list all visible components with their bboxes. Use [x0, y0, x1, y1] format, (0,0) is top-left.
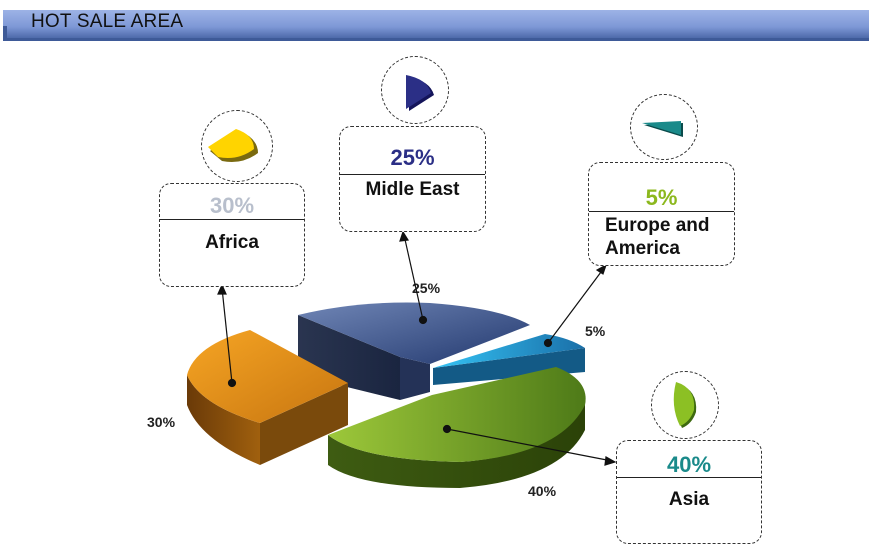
teal-sliver-icon: [642, 121, 683, 137]
navy-wedge-icon: [406, 75, 434, 111]
asia-card: 40% Asia: [616, 440, 762, 544]
midle-east-percent: 25%: [390, 145, 435, 170]
africa-icon-bubble: [201, 110, 273, 182]
yellow-wedge-icon: [208, 129, 258, 162]
midle-east-divider: [340, 174, 485, 175]
pie-slice-asia: [328, 367, 586, 488]
midle-east-name: Midle East: [365, 179, 460, 200]
africa-percent: 30%: [209, 193, 255, 218]
europe-card: 5% Europe and America: [588, 162, 735, 266]
midle-east-card: 25% Midle East: [339, 126, 486, 232]
asia-percent: 40%: [666, 452, 712, 477]
africa-card: 30% Africa: [159, 183, 305, 287]
slice-label-europe: 5%: [585, 323, 606, 339]
slice-label-midle-east: 25%: [412, 280, 441, 296]
pie-slice-africa: [187, 330, 348, 465]
header-edge: [3, 26, 7, 40]
africa-name: Africa: [205, 232, 259, 253]
asia-icon-bubble: [651, 371, 719, 439]
asia-name: Asia: [668, 489, 710, 510]
header-bar: HOT SALE AREA: [3, 10, 869, 41]
callout-connectors: [217, 230, 617, 466]
page-title: HOT SALE AREA: [31, 11, 184, 32]
slice-label-africa: 30%: [147, 414, 176, 430]
europe-name-line1: Europe and: [605, 215, 710, 236]
midle-east-icon-bubble: [381, 56, 449, 124]
europe-icon-bubble: [630, 94, 698, 160]
asia-divider: [617, 477, 761, 478]
slice-label-asia: 40%: [528, 483, 557, 499]
europe-name-line2: America: [605, 238, 680, 259]
green-leaf-icon: [673, 382, 697, 428]
europe-percent: 5%: [645, 185, 678, 210]
africa-divider: [160, 219, 304, 220]
europe-divider: [589, 211, 734, 212]
